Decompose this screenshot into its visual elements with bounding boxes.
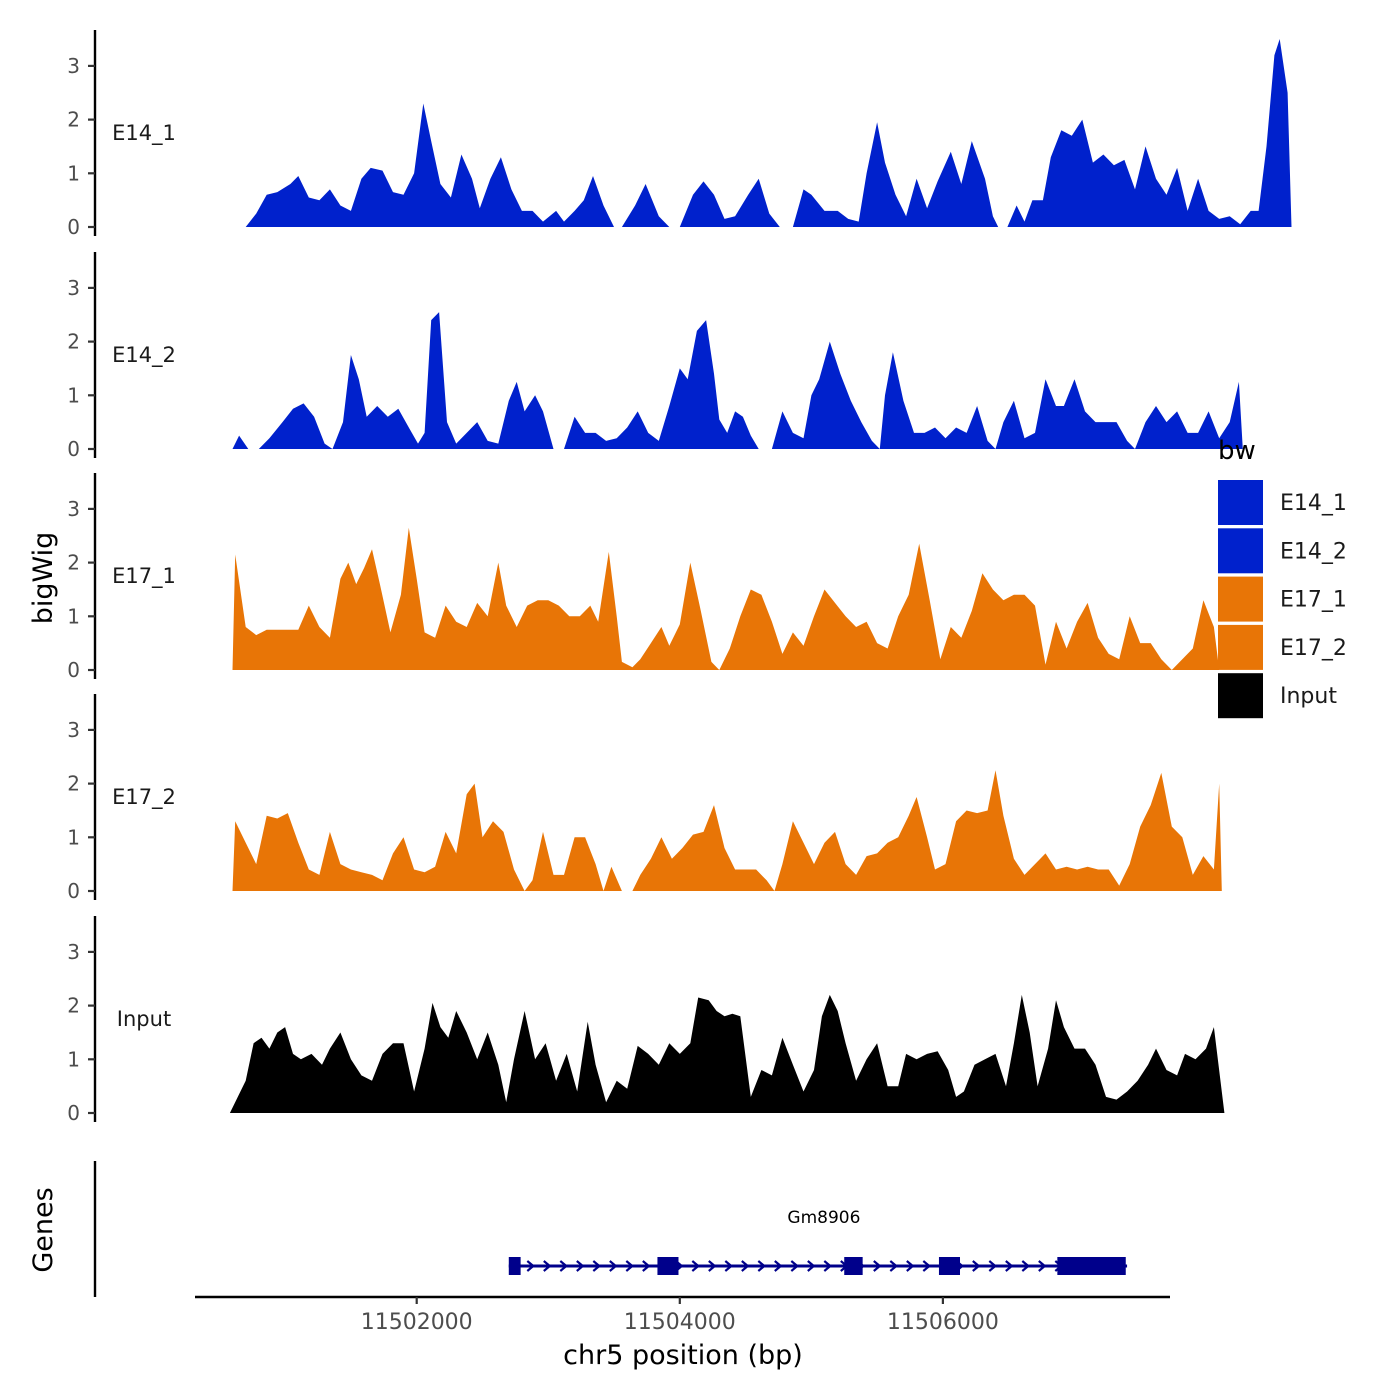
legend-label: E14_2 bbox=[1280, 539, 1347, 564]
track-Input: 0 1 2 3 bbox=[67, 916, 1225, 1125]
y-tick-label: 0 bbox=[67, 437, 80, 461]
y-axis-title: bigWig bbox=[28, 532, 59, 625]
legend-item-E14_1: E14_1 bbox=[1218, 480, 1347, 525]
exon-block bbox=[1057, 1257, 1126, 1275]
track-label-E14_1: E14_1 bbox=[112, 121, 176, 146]
y-tick-label: 2 bbox=[67, 108, 80, 132]
legend-swatch bbox=[1218, 624, 1263, 670]
strand-arrow bbox=[609, 1260, 618, 1272]
legend-label: E17_1 bbox=[1280, 588, 1347, 613]
legend-item-E17_2: E17_2 bbox=[1218, 624, 1347, 670]
track-label-E14_2: E14_2 bbox=[112, 343, 176, 368]
genes-panel: Gm8906 bbox=[93, 1161, 1128, 1297]
legend-item-Input: Input bbox=[1218, 673, 1337, 719]
y-tick-label: 1 bbox=[67, 161, 80, 185]
strand-arrow bbox=[988, 1260, 998, 1272]
strand-arrow bbox=[576, 1260, 585, 1272]
y-tick-label: 2 bbox=[67, 330, 80, 354]
exon-block bbox=[938, 1257, 961, 1275]
strand-arrow bbox=[559, 1260, 569, 1272]
track-E17_1: 0 1 2 3 bbox=[67, 473, 1220, 682]
legend-label: E17_2 bbox=[1280, 636, 1347, 661]
legend-swatch bbox=[1218, 576, 1263, 622]
legend-swatch bbox=[1218, 673, 1263, 719]
x-axis-title: chr5 position (bp) bbox=[563, 1340, 803, 1371]
x-tick-label: 11504000 bbox=[624, 1310, 736, 1335]
strand-arrow bbox=[1005, 1260, 1014, 1272]
exon-block bbox=[657, 1257, 679, 1275]
strand-arrow bbox=[1021, 1260, 1031, 1272]
track-E17_2: 0 1 2 3 bbox=[67, 694, 1222, 903]
strand-arrow bbox=[873, 1260, 882, 1272]
strand-arrow bbox=[889, 1260, 899, 1272]
gene-name-label: Gm8906 bbox=[787, 1208, 860, 1228]
strand-arrow bbox=[757, 1260, 767, 1272]
track-label-E17_2: E17_2 bbox=[112, 785, 176, 810]
x-tick-label: 11502000 bbox=[361, 1310, 473, 1335]
legend: bw E14_1 E14_2 E17_1 E17_2 Input bbox=[1218, 436, 1347, 719]
genes-axis-title: Genes bbox=[28, 1187, 59, 1272]
track-E14_2: 0 1 2 3 bbox=[67, 252, 1243, 461]
strand-arrow bbox=[922, 1260, 932, 1272]
legend-item-E14_2: E14_2 bbox=[1218, 528, 1347, 574]
track-label-Input: Input bbox=[117, 1007, 171, 1031]
y-tick-label: 3 bbox=[67, 54, 80, 78]
strand-arrow bbox=[807, 1260, 816, 1272]
y-tick-label: 0 bbox=[67, 879, 80, 903]
track-label-E17_1: E17_1 bbox=[112, 564, 176, 589]
strand-arrow bbox=[592, 1260, 602, 1272]
y-tick-label: 1 bbox=[67, 825, 80, 849]
signal-area-Input bbox=[229, 994, 1225, 1113]
strand-arrow bbox=[543, 1260, 552, 1272]
strand-arrow bbox=[526, 1260, 536, 1272]
strand-arrow bbox=[724, 1260, 734, 1272]
legend-label: E14_1 bbox=[1280, 491, 1347, 516]
strand-arrow bbox=[790, 1260, 800, 1272]
strand-arrow bbox=[625, 1260, 635, 1272]
y-tick-label: 3 bbox=[67, 940, 80, 964]
strand-arrow bbox=[741, 1260, 750, 1272]
y-tick-label: 2 bbox=[67, 772, 80, 796]
signal-area-E17_2 bbox=[232, 770, 1222, 891]
y-tick-label: 0 bbox=[67, 658, 80, 682]
strand-arrow bbox=[823, 1260, 833, 1272]
legend-label: Input bbox=[1280, 684, 1337, 709]
y-tick-label: 1 bbox=[67, 604, 80, 628]
track-E14_1: 0 1 2 3 bbox=[67, 30, 1292, 239]
exon-block bbox=[844, 1257, 863, 1275]
strand-arrow bbox=[1038, 1260, 1047, 1272]
x-tick-label: 11506000 bbox=[887, 1310, 999, 1335]
y-tick-label: 3 bbox=[67, 497, 80, 521]
strand-arrow bbox=[906, 1260, 915, 1272]
y-tick-label: 3 bbox=[67, 276, 80, 300]
signal-area-E14_1 bbox=[245, 39, 1292, 227]
y-tick-label: 1 bbox=[67, 383, 80, 407]
legend-item-E17_1: E17_1 bbox=[1218, 576, 1347, 622]
signal-area-E14_2 bbox=[232, 312, 1243, 449]
y-tick-label: 3 bbox=[67, 718, 80, 742]
legend-title: bw bbox=[1218, 436, 1256, 466]
signal-area-E17_1 bbox=[232, 527, 1220, 670]
legend-items: E14_1 E14_2 E17_1 E17_2 Input bbox=[1218, 480, 1347, 719]
exon-block bbox=[508, 1257, 521, 1275]
legend-swatch bbox=[1218, 480, 1263, 525]
y-tick-label: 0 bbox=[67, 215, 80, 239]
y-tick-label: 1 bbox=[67, 1047, 80, 1071]
y-tick-label: 2 bbox=[67, 551, 80, 575]
y-tick-label: 2 bbox=[67, 994, 80, 1018]
strand-arrow bbox=[642, 1260, 651, 1272]
y-tick-label: 0 bbox=[67, 1101, 80, 1125]
gene-Gm8906: Gm8906 bbox=[508, 1208, 1128, 1275]
strand-arrow bbox=[972, 1260, 981, 1272]
legend-swatch bbox=[1218, 528, 1263, 574]
strand-arrow bbox=[774, 1260, 783, 1272]
x-axis: 11502000 11504000 11506000 bbox=[195, 1295, 1170, 1335]
strand-arrow bbox=[691, 1260, 701, 1272]
strand-arrow bbox=[708, 1260, 717, 1272]
signal-tracks: 0 1 2 3 0 1 2 3 0 1 2 3 0 1 2 3 0 1 2 3 bbox=[67, 30, 1292, 1125]
track-labels: E14_1 E14_2 E17_1 E17_2 Input bbox=[112, 121, 176, 1031]
